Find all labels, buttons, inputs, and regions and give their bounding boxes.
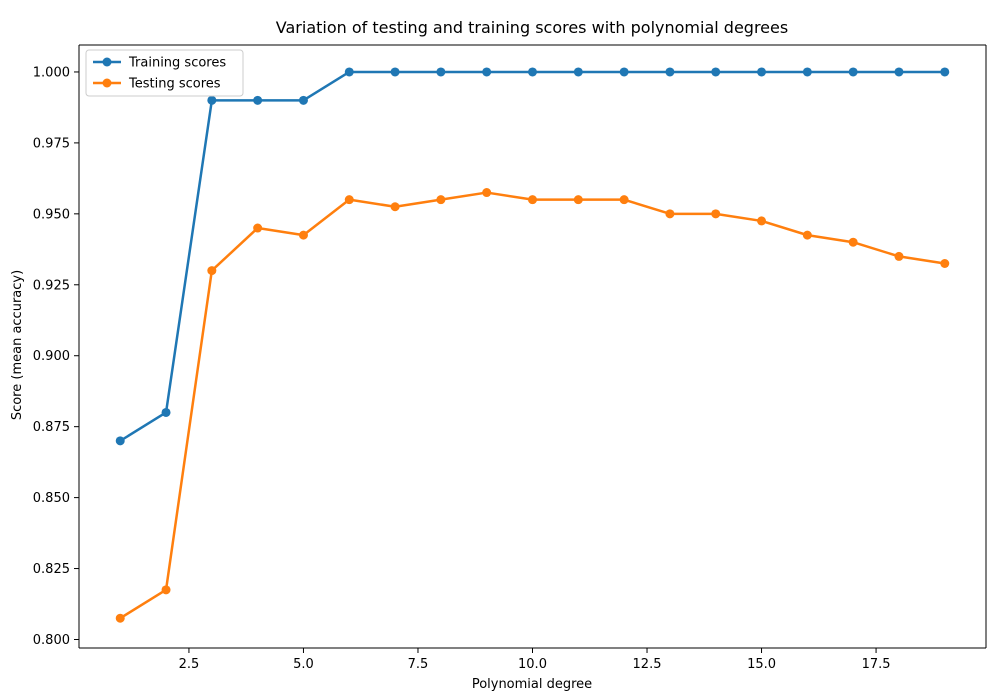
series-1-point (940, 67, 950, 77)
series-1-point (711, 67, 721, 77)
axes-layer: 2.5 5.0 7.5 10.0 12.5 15.0 17.5 0.800 0.825 0.850… (33, 44, 987, 672)
y-tick-label: 0.975 (33, 136, 70, 151)
y-tick-label: 0.825 (33, 562, 70, 577)
x-tick-label: 7.5 (408, 657, 429, 672)
series-2-point (894, 251, 904, 261)
plot-area (79, 45, 986, 648)
plot-background (79, 45, 986, 648)
legend-marker-2 (102, 78, 112, 88)
series-2-point (665, 209, 675, 219)
legend-box (85, 49, 244, 97)
series-2-point (573, 195, 583, 205)
legend-label-1: Training scores (128, 56, 226, 71)
x-tick-label: 15.0 (747, 657, 776, 672)
series-1-point (894, 67, 904, 77)
series-1-point (390, 67, 400, 77)
x-tick-label: 2.5 (179, 657, 200, 672)
series-1-point (207, 95, 217, 105)
series-1-point (298, 95, 308, 105)
y-axis-label: Score (mean accuracy) (10, 270, 25, 420)
series-layer (115, 67, 950, 623)
series-1-point (436, 67, 446, 77)
series-2-point (619, 195, 629, 205)
y-tick-label: 0.800 (33, 633, 70, 648)
series-2-point (298, 230, 308, 240)
y-tick-label: 0.900 (33, 349, 70, 364)
y-tick-label: 0.875 (33, 420, 70, 435)
x-tick-label: 5.0 (293, 657, 314, 672)
series-2-point (802, 230, 812, 240)
x-axis-label: Polynomial degree (472, 677, 592, 692)
x-tick-label: 12.5 (633, 657, 662, 672)
x-tick-label: 10.0 (518, 657, 547, 672)
series-1-point (528, 67, 537, 77)
series-2-point (436, 195, 446, 205)
series-1-point (253, 95, 263, 105)
y-tick-label: 0.950 (33, 207, 70, 222)
series-1-point (161, 407, 171, 417)
series-1-point (482, 67, 492, 77)
legend-marker-1 (102, 57, 112, 67)
series-2-point (757, 216, 767, 226)
series-1-point (619, 67, 629, 77)
series-1-point (802, 67, 812, 77)
legend-label-2: Testing scores (128, 77, 221, 92)
series-2-point (161, 585, 171, 595)
x-tick-label: 17.5 (862, 657, 891, 672)
series-2-point (848, 237, 858, 247)
series-2-point (253, 223, 263, 233)
series-1-point (573, 67, 583, 77)
series-1-point (757, 67, 767, 77)
series-1-point (848, 67, 858, 77)
series-2-point (482, 188, 492, 198)
series-2-point (528, 195, 537, 205)
series-2-point (940, 259, 950, 268)
chart-title: Variation of testing and training scores… (276, 18, 788, 37)
y-tick-label: 0.850 (33, 491, 70, 506)
series-2-point (207, 266, 217, 276)
series-1-point (115, 436, 125, 446)
series-2-point (390, 202, 400, 212)
series-2-point (344, 195, 354, 205)
series-2-point (711, 209, 721, 219)
legend: Training scores Testing scores (85, 49, 244, 97)
y-tick-label: 0.925 (33, 278, 70, 293)
series-1-point (344, 67, 354, 77)
series-2-point (115, 613, 125, 623)
series-1-point (665, 67, 675, 77)
y-tick-label: 1.000 (33, 65, 70, 80)
